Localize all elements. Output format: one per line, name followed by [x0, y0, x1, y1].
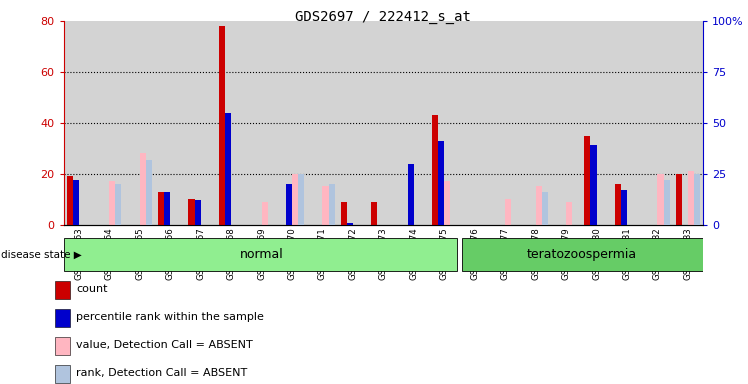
Bar — [155, 21, 186, 225]
Bar — [444, 181, 450, 225]
Bar — [115, 184, 121, 225]
Bar — [615, 184, 621, 225]
Bar — [124, 21, 155, 225]
Bar — [146, 159, 152, 225]
Bar — [298, 174, 304, 225]
Bar — [186, 21, 216, 225]
Bar — [505, 199, 511, 225]
Bar — [188, 199, 194, 225]
Bar — [688, 171, 694, 225]
Bar — [663, 180, 669, 225]
Bar — [643, 21, 672, 225]
Bar — [292, 174, 298, 225]
Bar — [672, 21, 703, 225]
Bar — [94, 21, 124, 225]
Bar — [225, 113, 231, 225]
Bar — [286, 184, 292, 225]
Bar — [216, 21, 246, 225]
Bar — [219, 26, 225, 225]
Bar — [55, 281, 70, 299]
Bar — [64, 21, 94, 225]
Bar — [262, 202, 268, 225]
Bar — [307, 21, 337, 225]
Text: rank, Detection Call = ABSENT: rank, Detection Call = ABSENT — [76, 368, 248, 378]
Bar — [340, 202, 347, 225]
Bar — [536, 187, 542, 225]
Text: value, Detection Call = ABSENT: value, Detection Call = ABSENT — [76, 340, 253, 350]
Text: teratozoospermia: teratozoospermia — [527, 248, 637, 261]
Bar — [347, 223, 353, 225]
Bar — [368, 21, 399, 225]
Text: GDS2697 / 222412_s_at: GDS2697 / 222412_s_at — [295, 10, 471, 23]
Bar — [371, 202, 377, 225]
Bar — [322, 187, 328, 225]
Bar — [328, 184, 334, 225]
Bar — [490, 21, 521, 225]
Bar — [584, 136, 590, 225]
Bar — [657, 174, 663, 225]
Bar — [581, 21, 612, 225]
Bar — [459, 21, 490, 225]
Bar — [612, 21, 643, 225]
Bar — [337, 21, 368, 225]
Bar — [109, 181, 115, 225]
Bar — [694, 174, 700, 225]
Bar — [566, 202, 572, 225]
Bar — [438, 141, 444, 225]
Bar — [621, 190, 627, 225]
Bar — [590, 145, 596, 225]
Bar — [158, 192, 164, 225]
Bar — [277, 21, 307, 225]
Bar — [432, 115, 438, 225]
Bar — [55, 365, 70, 383]
Bar — [73, 180, 79, 225]
Bar — [55, 309, 70, 327]
Bar — [64, 238, 457, 271]
Text: count: count — [76, 285, 108, 295]
Bar — [408, 164, 414, 225]
Bar — [246, 21, 277, 225]
Bar — [399, 21, 429, 225]
Text: disease state ▶: disease state ▶ — [1, 249, 82, 260]
Bar — [55, 337, 70, 355]
Text: percentile rank within the sample: percentile rank within the sample — [76, 312, 264, 322]
Bar — [429, 21, 459, 225]
Bar — [462, 238, 703, 271]
Bar — [164, 192, 170, 225]
Bar — [542, 192, 548, 225]
Bar — [140, 154, 146, 225]
Bar — [521, 21, 551, 225]
Bar — [194, 200, 200, 225]
Bar — [67, 176, 73, 225]
Bar — [551, 21, 581, 225]
Bar — [675, 174, 681, 225]
Text: normal: normal — [239, 248, 283, 261]
